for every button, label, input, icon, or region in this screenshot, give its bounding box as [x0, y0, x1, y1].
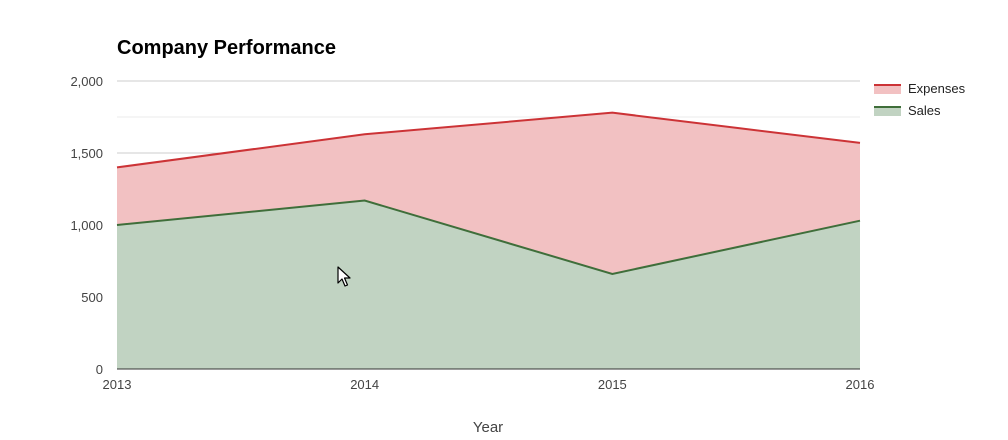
y-tick-label: 1,000 [70, 218, 103, 233]
x-tick-label: 2016 [846, 377, 875, 392]
legend-swatch [874, 85, 901, 94]
x-tick-label: 2014 [350, 377, 379, 392]
x-tick-label: 2013 [103, 377, 132, 392]
chart-title: Company Performance [117, 37, 336, 59]
legend-item-expenses[interactable]: Expenses [874, 81, 966, 96]
y-tick-label: 2,000 [70, 74, 103, 89]
legend[interactable]: Expenses Sales [874, 81, 966, 118]
y-tick-label: 500 [81, 290, 103, 305]
x-tick-label: 2015 [598, 377, 627, 392]
legend-item-sales[interactable]: Sales [874, 103, 941, 118]
x-axis-title: Year [473, 419, 503, 436]
y-axis-tick-labels: 0 500 1,000 1,500 2,000 [70, 74, 103, 377]
series-lines [116, 111, 861, 275]
line-sales [116, 199, 861, 275]
legend-label: Sales [908, 103, 941, 118]
legend-swatch [874, 107, 901, 116]
series-areas [117, 112, 860, 370]
y-tick-label: 0 [96, 362, 103, 377]
y-tick-label: 1,500 [70, 146, 103, 161]
arrow-cursor-icon [337, 266, 351, 287]
area-sales [117, 200, 860, 369]
x-axis-tick-labels: 2013 2014 2015 2016 [103, 377, 875, 392]
legend-label: Expenses [908, 81, 966, 96]
line-expenses [116, 111, 861, 169]
